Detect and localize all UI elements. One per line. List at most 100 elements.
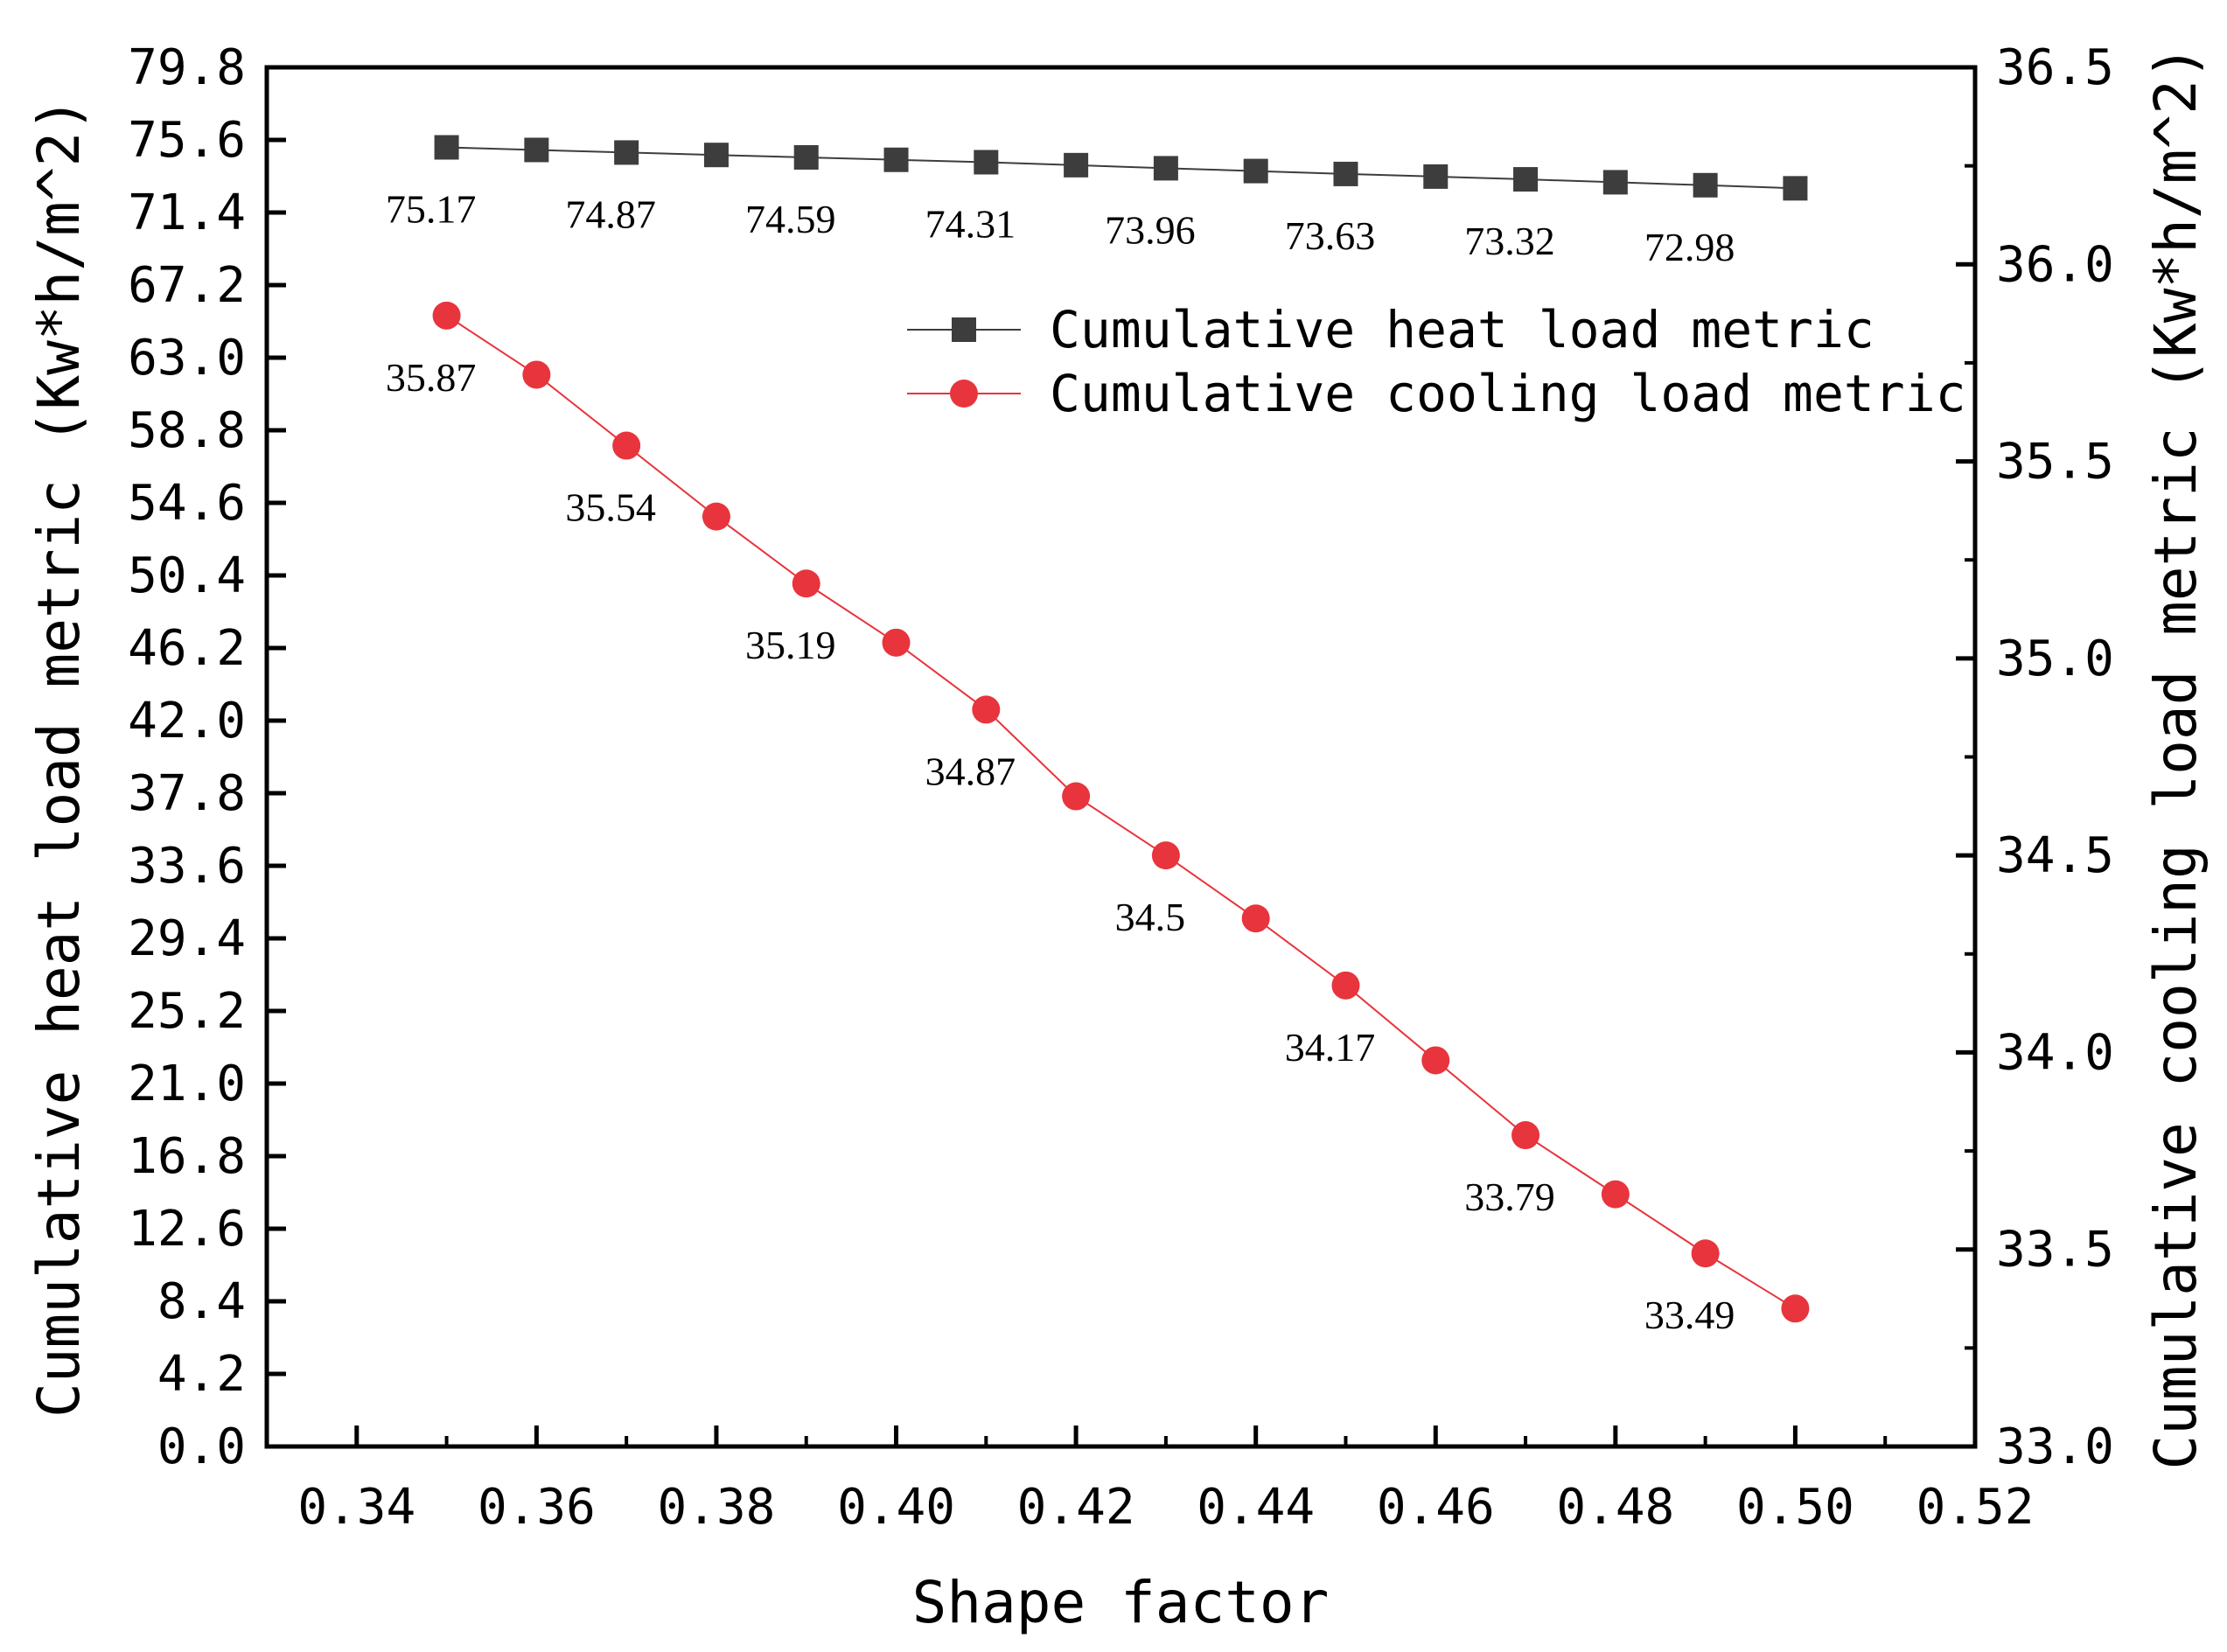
y-axis-left-title: Cumulative heat load metric (Kw*h/m^2) — [25, 97, 93, 1418]
data-label: 73.63 — [1285, 213, 1376, 258]
legend-marker-square — [952, 317, 976, 342]
y-right-tick-label: 36.5 — [1996, 39, 2114, 96]
y-right-tick-label: 33.5 — [1996, 1222, 2114, 1279]
series-cooling-load — [432, 301, 1810, 1323]
x-tick-label: 0.46 — [1377, 1479, 1495, 1536]
data-point-circle — [1241, 904, 1270, 933]
data-point-square — [1064, 152, 1089, 178]
y-left-tick-label: 71.4 — [128, 185, 246, 241]
series-layer — [432, 135, 1810, 1323]
data-label: 74.59 — [745, 197, 836, 241]
data-label: 34.17 — [1285, 1025, 1376, 1070]
data-label: 33.49 — [1644, 1293, 1735, 1337]
data-label: 73.96 — [1105, 207, 1196, 252]
x-tick-label: 0.40 — [837, 1479, 955, 1536]
data-point-square — [1333, 161, 1358, 186]
series-line — [446, 315, 1796, 1310]
data-point-circle — [1511, 1121, 1540, 1150]
series-heat-load — [434, 135, 1808, 201]
data-point-circle — [1331, 971, 1360, 1000]
data-point-circle — [612, 431, 641, 460]
y-left-tick-label: 46.2 — [128, 620, 246, 677]
data-point-circle — [1151, 841, 1180, 870]
data-point-square — [883, 147, 909, 172]
y-left-tick-label: 4.2 — [157, 1346, 246, 1403]
data-point-square — [793, 144, 819, 170]
data-label: 33.79 — [1464, 1175, 1555, 1219]
y-left-tick-label: 42.0 — [128, 693, 246, 749]
y-left-tick-label: 37.8 — [128, 765, 246, 822]
data-point-square — [1693, 172, 1718, 198]
y-right-tick-label: 35.5 — [1996, 434, 2114, 491]
data-point-circle — [1691, 1239, 1720, 1268]
y-left-tick-label: 21.0 — [128, 1056, 246, 1112]
data-point-circle — [432, 301, 461, 330]
x-tick-label: 0.44 — [1197, 1479, 1315, 1536]
plot-frame — [264, 65, 1978, 1449]
data-label: 35.19 — [745, 623, 836, 667]
data-label: 35.54 — [565, 485, 656, 530]
legend-item-cooling-load: Cumulative cooling load metric — [907, 364, 1966, 423]
y-left-tick-label: 29.4 — [128, 910, 246, 967]
data-point-circle — [972, 695, 1001, 724]
data-point-square — [703, 143, 729, 168]
y-left-tick-label: 0.0 — [157, 1418, 246, 1475]
data-point-square — [1513, 167, 1539, 192]
data-point-square — [1243, 158, 1268, 184]
y-right-tick-label: 34.5 — [1996, 827, 2114, 884]
legend-marker-circle — [950, 380, 978, 408]
y-left-tick-label: 54.6 — [128, 475, 246, 532]
data-point-circle — [1601, 1180, 1630, 1209]
x-tick-label: 0.50 — [1736, 1479, 1854, 1536]
x-tick-label: 0.42 — [1017, 1479, 1135, 1536]
x-tick-label: 0.34 — [297, 1479, 415, 1536]
y-left-tick-label: 79.8 — [128, 39, 246, 96]
data-point-circle — [1062, 782, 1091, 811]
x-tick-label: 0.38 — [658, 1479, 776, 1536]
y-left-tick-label: 25.2 — [128, 983, 246, 1040]
y-left-tick-label: 8.4 — [157, 1273, 246, 1330]
y-left-tick-label: 63.0 — [128, 330, 246, 387]
y-right-tick-label: 34.0 — [1996, 1024, 2114, 1081]
y-left-tick-label: 16.8 — [128, 1128, 246, 1185]
data-point-square — [434, 135, 459, 160]
data-point-square — [1153, 156, 1178, 181]
x-tick-label: 0.52 — [1916, 1479, 2035, 1536]
y-left-tick-label: 33.6 — [128, 838, 246, 895]
data-point-square — [524, 137, 549, 163]
y-right-tick-label: 36.0 — [1996, 236, 2114, 293]
data-label: 74.87 — [565, 192, 656, 236]
y-right-tick-label: 33.0 — [1996, 1418, 2114, 1475]
legend-item-heat-load: Cumulative heat load metric — [907, 300, 1874, 359]
y-left-tick-label: 75.6 — [128, 112, 246, 169]
y-left-tick-label: 67.2 — [128, 257, 246, 314]
y-left-tick-label: 50.4 — [128, 547, 246, 604]
data-point-square — [1602, 170, 1628, 195]
data-point-square — [974, 150, 999, 175]
data-point-square — [1783, 176, 1808, 201]
x-axis-title: Shape factor — [912, 1569, 1330, 1636]
data-point-circle — [1781, 1294, 1810, 1323]
data-label: 35.87 — [386, 355, 477, 400]
data-label: 75.17 — [386, 186, 477, 231]
data-label: 74.31 — [925, 201, 1016, 246]
y-axis-right-title: Cumulative cooling load metric (Kw*h/m^2… — [2142, 45, 2210, 1469]
data-point-square — [614, 140, 639, 165]
series-line — [446, 146, 1796, 190]
data-point-circle — [792, 569, 820, 598]
data-point-circle — [522, 360, 551, 389]
data-labels-layer: 75.17 74.87 74.59 74.31 73.96 73.63 73.32 72.98… — [386, 186, 1735, 1337]
ticks-layer: 0.34 0.36 0.38 0.40 0.42 0.44 0.46 0.48 0.50 0.52… — [128, 39, 2114, 1536]
x-tick-label: 0.48 — [1556, 1479, 1674, 1536]
data-label: 34.5 — [1115, 895, 1186, 939]
data-label: 72.98 — [1644, 225, 1735, 269]
data-point-circle — [1421, 1046, 1450, 1075]
x-tick-label: 0.36 — [478, 1479, 596, 1536]
data-point-circle — [882, 628, 911, 657]
data-point-circle — [702, 502, 730, 531]
data-label: 73.32 — [1464, 219, 1555, 263]
legend-label: Cumulative cooling load metric — [1050, 364, 1966, 423]
